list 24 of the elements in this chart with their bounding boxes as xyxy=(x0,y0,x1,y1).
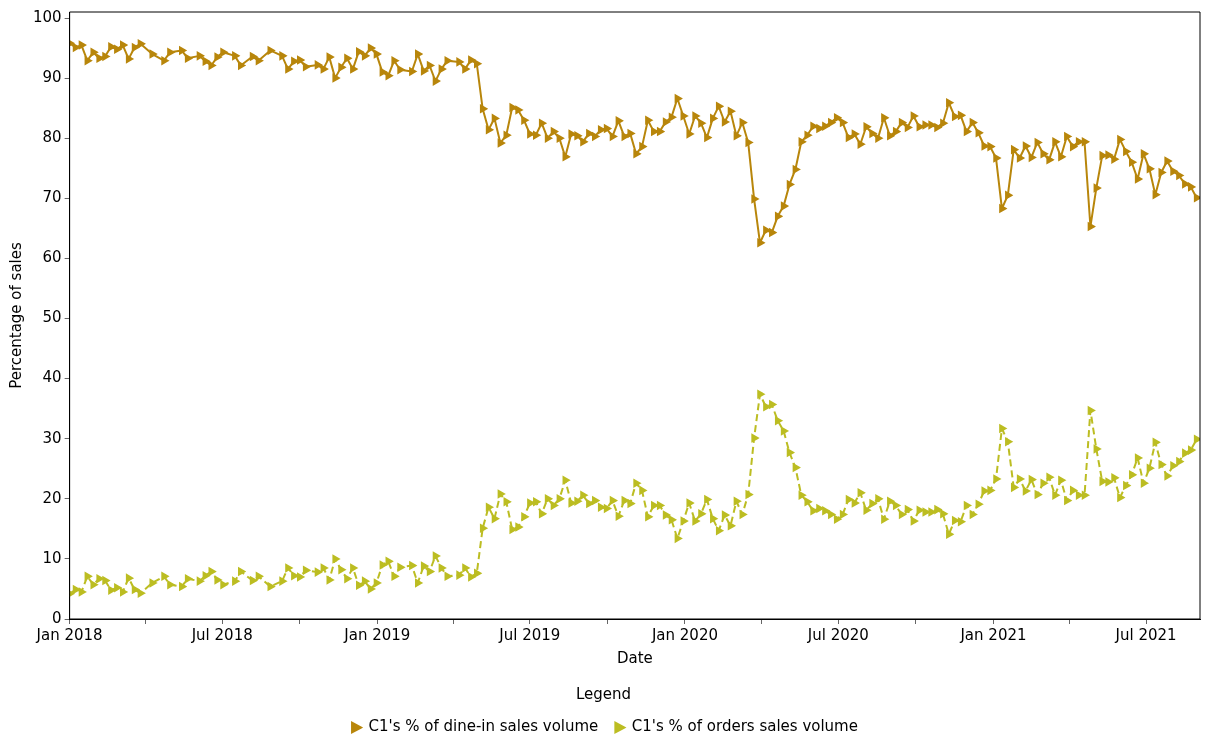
y-tick-label: 20 xyxy=(42,488,62,507)
y-tick-label: 40 xyxy=(42,368,62,387)
x-tick-label: Jul 2018 xyxy=(190,625,253,644)
y-tick-label: 60 xyxy=(42,248,62,267)
legend-label: C1's % of dine-in sales volume xyxy=(368,717,599,736)
x-tick-label: Jul 2020 xyxy=(806,625,869,644)
y-tick-label: 0 xyxy=(52,608,62,627)
y-tick-label: 100 xyxy=(32,7,62,26)
y-tick-label: 80 xyxy=(42,128,62,147)
y-axis-title: Percentage of sales xyxy=(6,242,25,389)
x-tick-label: Jan 2019 xyxy=(343,625,411,644)
legend-label: C1's % of orders sales volume xyxy=(631,717,858,736)
x-tick-label: Jan 2018 xyxy=(35,625,103,644)
y-tick-label: 10 xyxy=(42,548,62,567)
legend-title: Legend xyxy=(575,685,632,704)
y-tick-label: 50 xyxy=(42,308,62,327)
x-tick-label: Jul 2019 xyxy=(498,625,561,644)
x-axis-title: Date xyxy=(616,648,653,667)
y-tick-label: 30 xyxy=(42,428,62,447)
y-tick-label: 70 xyxy=(42,188,62,207)
x-tick-label: Jan 2020 xyxy=(650,625,719,644)
x-tick-label: Jan 2021 xyxy=(959,625,1027,644)
y-tick-label: 90 xyxy=(42,68,62,86)
x-tick-label: Jul 2021 xyxy=(1114,625,1177,644)
